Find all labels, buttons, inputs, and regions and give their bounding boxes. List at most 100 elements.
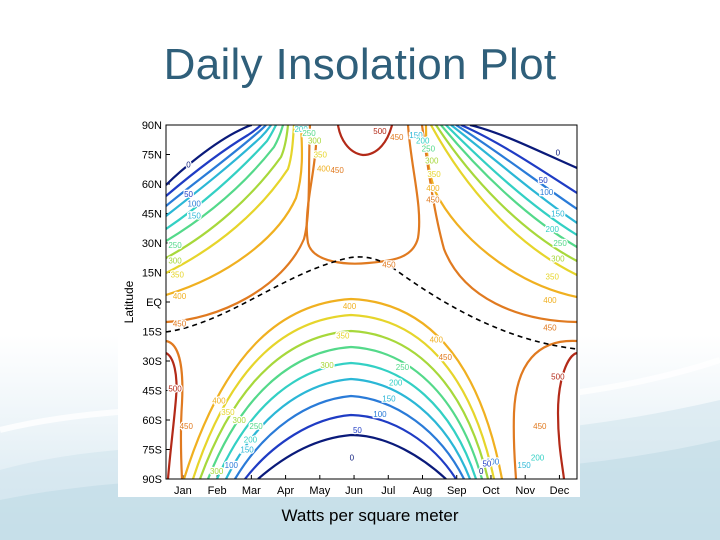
contour-350-north-right xyxy=(430,125,577,276)
contour-label-350: 350 xyxy=(171,270,185,279)
contour-200-south xyxy=(215,361,478,479)
contour-label-450: 450 xyxy=(173,320,187,329)
contour-label-0: 0 xyxy=(556,149,561,158)
contour-label-0: 0 xyxy=(350,453,355,462)
contour-150-north-right xyxy=(450,125,577,224)
contour-label-350: 350 xyxy=(546,272,560,281)
contour-label-200: 200 xyxy=(389,379,403,388)
y-tick-60N: 60N xyxy=(142,179,162,191)
x-tick-Oct: Oct xyxy=(482,485,499,497)
insolation-contour-chart: Latitude 90N 75N 60N 45N 30N 15N EQ 15S 30S 45S 60… xyxy=(118,113,580,497)
contour-label-300: 300 xyxy=(551,255,565,264)
contour-label-250: 250 xyxy=(396,363,410,372)
contour-label-150: 150 xyxy=(517,461,531,470)
contour-200-north-left xyxy=(166,125,277,230)
contour-200-north-right xyxy=(445,125,577,236)
contour-150-north-left xyxy=(166,125,272,217)
contour-50-north-right xyxy=(460,125,577,194)
x-tick-Apr: Apr xyxy=(277,485,294,497)
contour-label-100: 100 xyxy=(540,188,554,197)
contour-label-200: 200 xyxy=(244,436,258,445)
y-tick-EQ: EQ xyxy=(146,297,162,309)
contour-400-north xyxy=(166,125,577,299)
contour-label-100: 100 xyxy=(225,461,239,470)
contour-label-250: 250 xyxy=(168,241,182,250)
contour-label-250: 250 xyxy=(422,145,436,154)
contour-label-300: 300 xyxy=(308,137,322,146)
contour-500-north xyxy=(336,125,394,157)
contour-label-400: 400 xyxy=(212,396,226,405)
contour-label-300: 300 xyxy=(210,467,224,476)
y-tick-90N: 90N xyxy=(142,120,162,132)
contour-label-0: 0 xyxy=(479,467,484,476)
y-tick-75S: 75S xyxy=(142,445,162,457)
y-tick-30N: 30N xyxy=(142,238,162,250)
contour-label-450: 450 xyxy=(426,196,440,205)
contour-label-350: 350 xyxy=(336,331,350,340)
subsolar-dashed-line xyxy=(166,256,577,350)
contour-label-200: 200 xyxy=(416,137,430,146)
contour-300-north-right xyxy=(435,125,577,262)
contour-450-south-left xyxy=(166,339,184,479)
x-tick-Jul: Jul xyxy=(381,485,395,497)
contour-label-450: 450 xyxy=(533,422,547,431)
x-tick-Jun: Jun xyxy=(345,485,363,497)
contour-150-south xyxy=(225,377,472,479)
contour-label-0: 0 xyxy=(186,160,191,169)
contour-label-200: 200 xyxy=(546,225,560,234)
y-axis-label: Latitude xyxy=(122,280,136,323)
slide-title: Daily Insolation Plot xyxy=(163,40,557,89)
contour-label-150: 150 xyxy=(240,446,254,455)
contour-label-200: 200 xyxy=(531,453,545,462)
x-tick-Aug: Aug xyxy=(413,485,433,497)
contour-label-150: 150 xyxy=(409,131,423,140)
contour-label-400: 400 xyxy=(543,296,557,305)
contour-300-north-left xyxy=(166,125,290,259)
contour-label-350: 350 xyxy=(314,151,328,160)
contour-250-north-right xyxy=(440,125,577,248)
contour-50-south xyxy=(244,413,457,479)
y-tick-30S: 30S xyxy=(142,356,162,368)
contour-250-south xyxy=(206,345,484,479)
contour-label-50: 50 xyxy=(482,459,491,468)
contour-label-300: 300 xyxy=(425,156,439,165)
contour-label-400: 400 xyxy=(317,164,331,173)
y-tick-45N: 45N xyxy=(142,209,162,221)
x-tick-May: May xyxy=(309,485,330,497)
y-tick-labels: 90N 75N 60N 45N 30N 15N EQ 15S 30S 45S 60S 75S 90S xyxy=(142,120,170,486)
contour-label-250: 250 xyxy=(302,129,316,138)
contour-0-north-right xyxy=(469,125,577,170)
y-tick-15S: 15S xyxy=(142,327,162,339)
contour-label-350: 350 xyxy=(427,170,441,179)
contour-label-500: 500 xyxy=(168,385,182,394)
contour-300-south xyxy=(198,329,490,479)
contour-0-north-left xyxy=(166,125,253,186)
contour-label-150: 150 xyxy=(551,210,565,219)
contour-label-50: 50 xyxy=(184,190,193,199)
plot-panel xyxy=(118,113,580,497)
y-tick-60S: 60S xyxy=(142,415,162,427)
contour-label-400: 400 xyxy=(343,302,357,311)
contour-label-200: 200 xyxy=(294,125,308,134)
contour-350-south xyxy=(191,313,496,479)
contour-label-250: 250 xyxy=(249,422,263,431)
contour-400-south xyxy=(182,297,504,479)
contour-450-hook xyxy=(305,125,421,265)
contour-label-500: 500 xyxy=(373,127,387,136)
x-tick-Mar: Mar xyxy=(242,485,261,497)
contour-450-south-right xyxy=(512,339,577,479)
x-tick-Jan: Jan xyxy=(174,485,192,497)
plot-frame xyxy=(165,124,578,480)
contour-label-250: 250 xyxy=(553,239,567,248)
contour-0-south xyxy=(257,433,447,479)
contour-label-50: 50 xyxy=(539,176,548,185)
y-tick-75N: 75N xyxy=(142,150,162,162)
x-tick-labels: Jan Feb Mar Apr May Jun Jul Aug Sep Oct Nov Dec xyxy=(174,475,570,497)
contour-label-400: 400 xyxy=(426,184,440,193)
y-tick-15N: 15N xyxy=(142,268,162,280)
contour-label-450: 450 xyxy=(382,261,396,270)
x-tick-Feb: Feb xyxy=(208,485,227,497)
contour-500-south-left xyxy=(166,352,178,479)
contour-label-450: 450 xyxy=(180,422,194,431)
